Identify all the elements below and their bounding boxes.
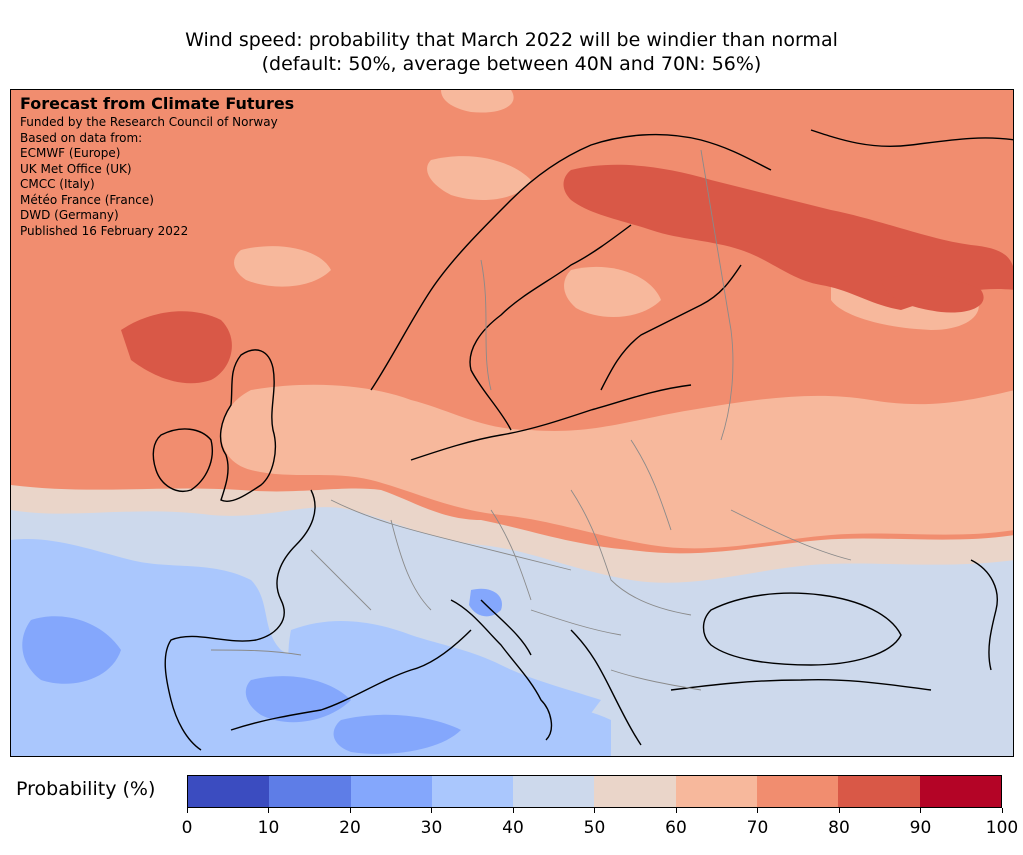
field-50-60 (11, 485, 1013, 583)
info-line: Météo France (France) (20, 192, 154, 207)
probability-map (11, 90, 1013, 756)
field-80-90-east (881, 274, 984, 313)
colorbar-tick-label: 100 (985, 818, 1019, 838)
info-line: Based on data from: (20, 130, 143, 145)
field-60-70-north-a (427, 156, 531, 200)
chart-title-line2: (default: 50%, average between 40N and 7… (261, 53, 762, 75)
field-30-40-med (288, 620, 601, 740)
colorbar-label: Probability (%) (16, 778, 156, 800)
colorbar-tick (1001, 808, 1003, 813)
map-area (10, 89, 1014, 757)
colorbar-segment (431, 776, 514, 807)
colorbar-tick-label: 20 (339, 818, 361, 838)
colorbar-tick (268, 808, 269, 813)
info-panel: Forecast from Climate Futures Funded by … (20, 93, 294, 239)
field-60-70-north-d (441, 90, 514, 113)
colorbar-tick-label: 70 (746, 818, 769, 838)
field-60-70-north-c (564, 266, 661, 318)
colorbar-tick (349, 808, 351, 813)
info-line: Published 16 February 2022 (20, 223, 189, 238)
colorbar-tick (186, 808, 188, 813)
colorbar-segment (757, 776, 839, 807)
colorbar-tick-label: 40 (502, 818, 524, 838)
field-20-30-d (469, 588, 502, 617)
colorbar-tick-label: 80 (828, 818, 850, 838)
colorbar-segment (919, 776, 1001, 807)
colorbar-tick (838, 808, 840, 813)
country-borders (210, 149, 852, 691)
colorbar-tick-label: 50 (583, 818, 606, 838)
colorbar-tick-label: 60 (665, 818, 687, 838)
coastlines (152, 129, 1013, 751)
colorbar-tick (920, 808, 921, 813)
colorbar-segment (513, 776, 595, 807)
colorbar-tick-label: 30 (420, 818, 443, 838)
colorbar-tick (675, 808, 677, 813)
colorbar (187, 775, 1002, 808)
info-line: ECMWF (Europe) (20, 146, 121, 160)
colorbar-segment (594, 776, 676, 807)
field-20-30-a (22, 616, 121, 684)
info-panel-heading: Forecast from Climate Futures (20, 94, 295, 113)
field-20-30-c (333, 714, 461, 754)
info-line: Funded by the Research Council of Norway (20, 115, 278, 129)
colorbar-segment (188, 776, 270, 807)
field-60-70-central (221, 384, 1013, 549)
colorbar-tick-label: 10 (257, 818, 280, 838)
colorbar-tick (594, 808, 595, 813)
info-line: UK Met Office (UK) (20, 161, 132, 176)
colorbar-tick (431, 808, 432, 813)
colorbar-segment (350, 776, 432, 807)
field-80-90-atlantic (121, 311, 232, 384)
colorbar-tick (757, 808, 758, 813)
colorbar-segment (269, 776, 351, 807)
colorbar-tick-label: 90 (909, 818, 932, 838)
colorbar-tick (512, 808, 514, 813)
field-20-30-b (245, 676, 351, 723)
chart-title-line1: Wind speed: probability that March 2022 … (185, 29, 838, 51)
colorbar-segment (675, 776, 758, 807)
field-60-70-north-b (234, 246, 331, 287)
info-line: CMCC (Italy) (20, 177, 95, 191)
field-80-90-scandinavia (563, 164, 1013, 310)
info-line: DWD (Germany) (20, 208, 119, 222)
colorbar-segment (838, 776, 920, 807)
colorbar-tick-label: 0 (181, 818, 193, 838)
